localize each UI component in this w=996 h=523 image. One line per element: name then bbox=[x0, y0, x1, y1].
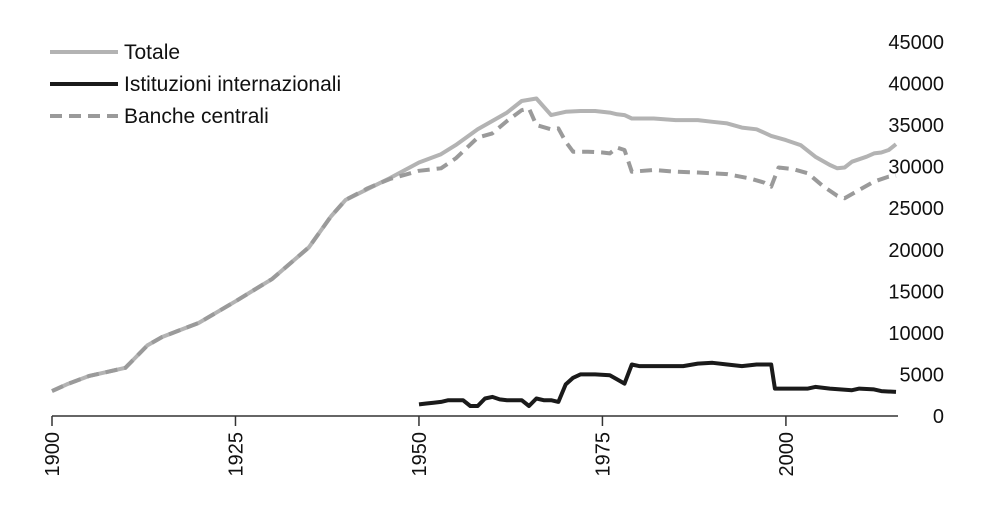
y-tick-label-30000: 30000 bbox=[888, 157, 944, 179]
y-axis-tick-labels: 0 5000 10000 15000 20000 25000 30000 35000 40000… bbox=[888, 32, 944, 428]
legend: Totale Istituzioni internazionali Banche c… bbox=[50, 41, 341, 128]
y-tick-label-20000: 20000 bbox=[888, 240, 944, 262]
y-tick-label-35000: 35000 bbox=[888, 115, 944, 137]
legend-label-istituzioni-internazionali: Istituzioni internazionali bbox=[124, 73, 341, 96]
x-tick-label-1950: 1950 bbox=[409, 432, 431, 477]
y-tick-label-45000: 45000 bbox=[888, 32, 944, 54]
y-tick-label-5000: 5000 bbox=[900, 364, 945, 386]
series-layer bbox=[51, 96, 898, 408]
x-tick-label-1900: 1900 bbox=[42, 432, 64, 477]
legend-label-totale: Totale bbox=[124, 41, 180, 64]
series-line-banche-centrali bbox=[51, 106, 897, 393]
series-line-istituzioni-internazionali bbox=[418, 360, 897, 408]
y-tick-label-25000: 25000 bbox=[888, 198, 944, 220]
y-tick-label-0: 0 bbox=[933, 406, 944, 428]
y-tick-label-15000: 15000 bbox=[888, 281, 944, 303]
y-tick-label-40000: 40000 bbox=[888, 74, 944, 96]
x-tick-label-1975: 1975 bbox=[592, 432, 614, 477]
x-tick-label-2000: 2000 bbox=[776, 432, 798, 477]
y-tick-label-10000: 10000 bbox=[888, 323, 944, 345]
legend-label-banche-centrali: Banche centrali bbox=[124, 105, 269, 128]
x-axis-ticks: 1900 1925 1950 1975 2000 bbox=[42, 416, 798, 477]
x-tick-label-1925: 1925 bbox=[225, 432, 247, 477]
